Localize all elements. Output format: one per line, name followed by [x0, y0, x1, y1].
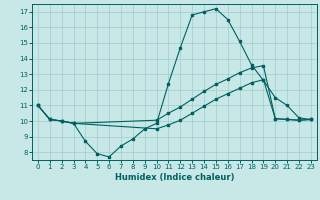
- X-axis label: Humidex (Indice chaleur): Humidex (Indice chaleur): [115, 173, 234, 182]
